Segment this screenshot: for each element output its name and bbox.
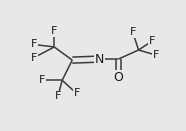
Text: O: O [113,71,123,84]
Text: F: F [55,91,61,101]
Text: N: N [95,53,104,66]
Text: F: F [149,36,155,46]
Text: F: F [31,39,37,50]
Text: F: F [39,75,45,85]
Text: F: F [130,27,136,37]
Text: F: F [73,88,80,98]
Text: F: F [31,53,37,63]
Text: F: F [153,50,159,60]
Text: F: F [51,26,57,36]
